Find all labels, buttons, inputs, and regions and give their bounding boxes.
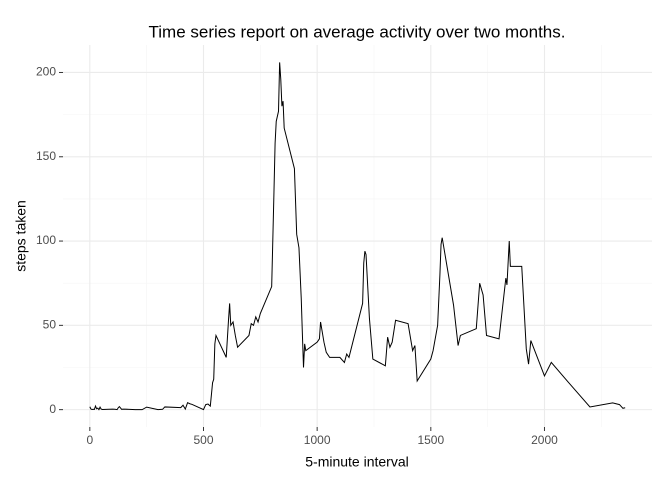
y-tick-label: 50: [43, 318, 57, 332]
x-tick-label: 500: [193, 433, 213, 447]
y-tick-label: 200: [36, 65, 56, 79]
x-axis-label: 5-minute interval: [305, 454, 409, 470]
x-tick-label: 2000: [531, 433, 558, 447]
line: [89, 62, 626, 411]
x-tick-label: 1500: [417, 433, 444, 447]
x-tick-label: 1000: [304, 433, 331, 447]
x-tick-label: 0: [86, 433, 93, 447]
y-tick-label: 0: [49, 402, 56, 416]
y-tick-label: 150: [36, 149, 56, 163]
chart-title: Time series report on average activity o…: [149, 22, 566, 41]
y-tick-label: 100: [36, 233, 56, 247]
y-axis-label: steps taken: [13, 200, 29, 272]
